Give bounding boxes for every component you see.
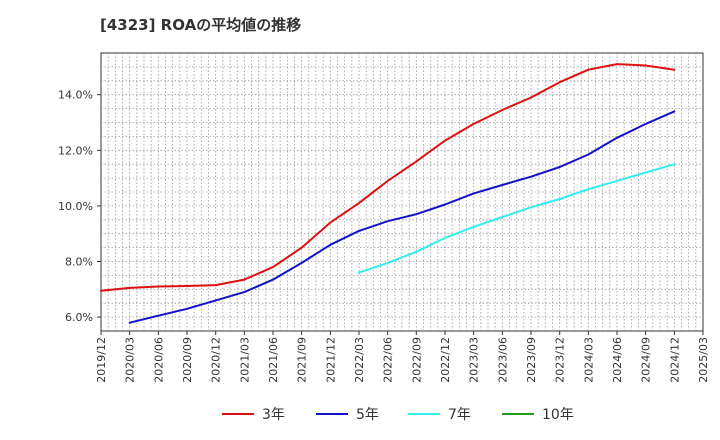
x-tick-label: 2021/12 [324, 337, 337, 383]
y-tick-label: 14.0% [58, 89, 93, 102]
x-tick-label: 2021/09 [296, 337, 309, 383]
series-layer [100, 63, 676, 324]
y-tick-label: 10.0% [58, 200, 93, 213]
x-tick-label: 2023/03 [468, 337, 481, 383]
x-tick-label: 2022/09 [410, 337, 423, 383]
x-tick-label: 2021/03 [238, 337, 251, 383]
y-tick-label: 8.0% [65, 256, 93, 269]
series-line-3 [358, 163, 676, 274]
x-tick-label: 2022/12 [439, 337, 452, 383]
x-tick-label: 2024/09 [640, 337, 653, 383]
x-tick-label: 2020/06 [152, 337, 165, 383]
y-axis-ticks: 6.0% 8.0% 10.0% 12.0% 14.0% [58, 89, 101, 324]
x-tick-label: 2020/03 [124, 337, 137, 383]
x-tick-label: 2024/03 [582, 337, 595, 383]
x-tick-label: 2020/12 [210, 337, 223, 383]
legend-label-2: 5年 [356, 407, 379, 423]
grid-layer [101, 53, 703, 331]
x-tick-label: 2024/06 [611, 337, 624, 383]
x-tick-label: 2022/06 [382, 337, 395, 383]
x-tick-label: 2023/06 [496, 337, 509, 383]
y-tick-label: 6.0% [65, 311, 93, 324]
series-line-2 [128, 110, 676, 324]
x-tick-label: 2022/03 [353, 337, 366, 383]
legend: 3年 5年 7年 10年 [222, 407, 574, 423]
x-axis-ticks: 2019/12 2020/03 2020/06 2020/09 2020/12 2021/… [95, 331, 710, 383]
x-tick-label: 2019/12 [95, 337, 108, 383]
chart-title: [4323] ROAの平均値の推移 [100, 16, 302, 34]
x-tick-label: 2020/09 [181, 337, 194, 383]
legend-label-4: 10年 [542, 407, 574, 423]
series-line-1 [100, 63, 676, 292]
x-tick-label: 2024/12 [668, 337, 681, 383]
x-tick-label: 2023/09 [525, 337, 538, 383]
y-tick-label: 12.0% [58, 144, 93, 157]
legend-label-1: 3年 [262, 407, 285, 423]
x-tick-label: 2021/06 [267, 337, 280, 383]
x-tick-label: 2023/12 [554, 337, 567, 383]
legend-label-3: 7年 [448, 407, 471, 423]
x-tick-label: 2025/03 [697, 337, 710, 383]
